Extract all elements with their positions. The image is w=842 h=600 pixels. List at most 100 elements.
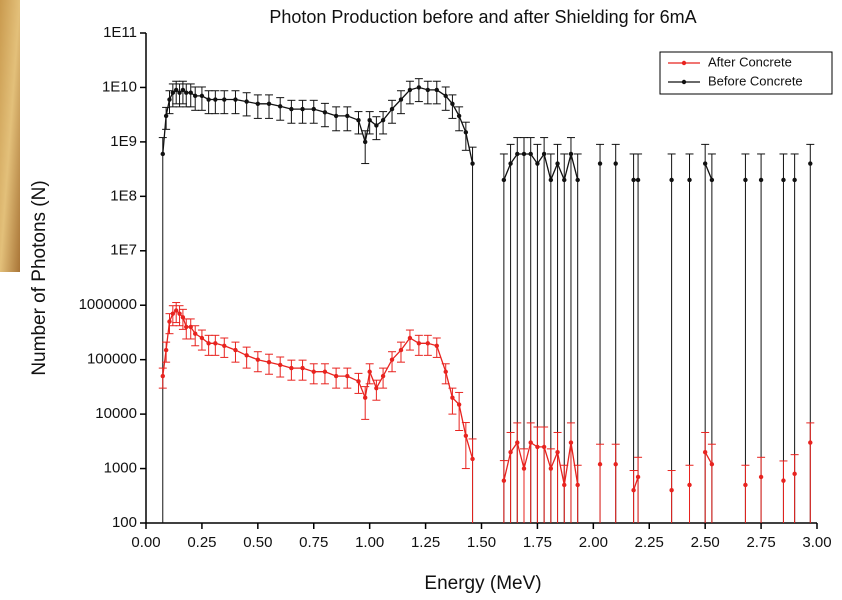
x-tick-label: 0.75	[299, 534, 328, 551]
data-point	[407, 87, 413, 93]
data-point	[508, 161, 513, 166]
data-point	[184, 324, 189, 330]
data-point	[367, 118, 372, 123]
data-point	[613, 462, 618, 467]
data-point	[188, 324, 193, 330]
data-point	[425, 87, 431, 93]
x-tick-label: 1.75	[523, 534, 552, 551]
series-line	[163, 87, 811, 179]
data-point	[167, 319, 172, 324]
background-photo	[0, 0, 20, 272]
y-tick-label: 10000	[95, 405, 137, 422]
data-point	[758, 474, 764, 480]
y-axis-label: Number of Photons (N)	[29, 180, 50, 375]
data-point	[528, 440, 533, 445]
data-point	[177, 90, 182, 95]
data-point	[575, 482, 580, 488]
data-point	[356, 118, 361, 123]
data-point	[568, 440, 574, 445]
data-point	[289, 106, 294, 112]
x-tick-label: 0.50	[243, 534, 272, 551]
data-point	[167, 97, 172, 102]
data-point	[687, 177, 692, 183]
data-point	[702, 449, 708, 455]
data-point	[300, 106, 305, 112]
data-point	[389, 357, 395, 362]
data-point	[333, 113, 339, 119]
data-point	[266, 101, 272, 107]
data-point	[434, 87, 439, 93]
legend-label: After Concrete	[708, 54, 792, 69]
data-point	[548, 466, 554, 471]
data-point	[233, 347, 238, 353]
data-point	[450, 395, 455, 400]
data-point	[470, 161, 475, 166]
data-point	[222, 343, 227, 348]
data-point	[311, 106, 316, 112]
data-point	[456, 113, 462, 119]
data-point	[597, 161, 603, 166]
x-tick-label: 1.00	[355, 534, 384, 551]
data-point	[548, 177, 554, 183]
data-point	[199, 93, 205, 99]
data-point	[255, 101, 261, 107]
data-point	[781, 478, 786, 483]
y-tick-label: 1E10	[102, 78, 137, 95]
data-point	[521, 466, 527, 471]
chart-title: Photon Production before and after Shiel…	[269, 7, 696, 27]
x-tick-label: 3.00	[802, 534, 831, 551]
y-tick-label: 100	[112, 514, 137, 531]
data-point	[541, 151, 547, 157]
data-point	[434, 343, 439, 348]
data-point	[463, 130, 469, 135]
data-point	[501, 478, 507, 483]
data-point	[184, 90, 189, 95]
data-point	[597, 462, 603, 467]
data-point	[188, 90, 193, 95]
data-point	[278, 362, 283, 368]
x-tick-label: 1.25	[411, 534, 440, 551]
data-point	[362, 139, 368, 145]
data-point	[374, 123, 379, 128]
data-point	[180, 87, 186, 93]
data-point	[631, 177, 636, 183]
data-point	[535, 444, 540, 450]
data-point	[380, 373, 386, 379]
data-point	[374, 385, 379, 391]
data-point	[463, 433, 469, 438]
y-tick-label: 1E9	[110, 133, 137, 150]
data-point	[173, 308, 179, 313]
data-point	[160, 373, 165, 379]
data-point	[244, 353, 249, 358]
data-point	[669, 488, 674, 493]
data-point	[702, 161, 708, 166]
legend-box	[659, 51, 833, 95]
y-tick-label: 1E7	[110, 242, 137, 259]
data-point	[416, 341, 422, 346]
data-point	[555, 449, 560, 455]
data-point	[163, 347, 169, 353]
data-point	[631, 488, 636, 493]
y-tick-label: 100000	[87, 351, 137, 368]
legend-label: Before Concrete	[708, 73, 803, 88]
data-point	[541, 444, 547, 450]
series-group	[158, 78, 815, 523]
data-point	[808, 440, 813, 445]
data-point	[562, 482, 567, 488]
data-point	[515, 151, 520, 157]
data-point	[278, 104, 283, 109]
data-point	[575, 177, 580, 183]
data-point	[193, 93, 198, 99]
data-point	[244, 99, 249, 104]
data-point	[199, 335, 205, 341]
data-point	[311, 369, 316, 374]
data-point	[233, 97, 238, 102]
data-point	[515, 440, 520, 445]
data-point	[389, 106, 395, 112]
x-tick-label: 2.75	[746, 534, 775, 551]
data-point	[255, 357, 261, 362]
data-point	[345, 113, 350, 119]
data-point	[345, 373, 350, 379]
data-point	[443, 93, 448, 99]
